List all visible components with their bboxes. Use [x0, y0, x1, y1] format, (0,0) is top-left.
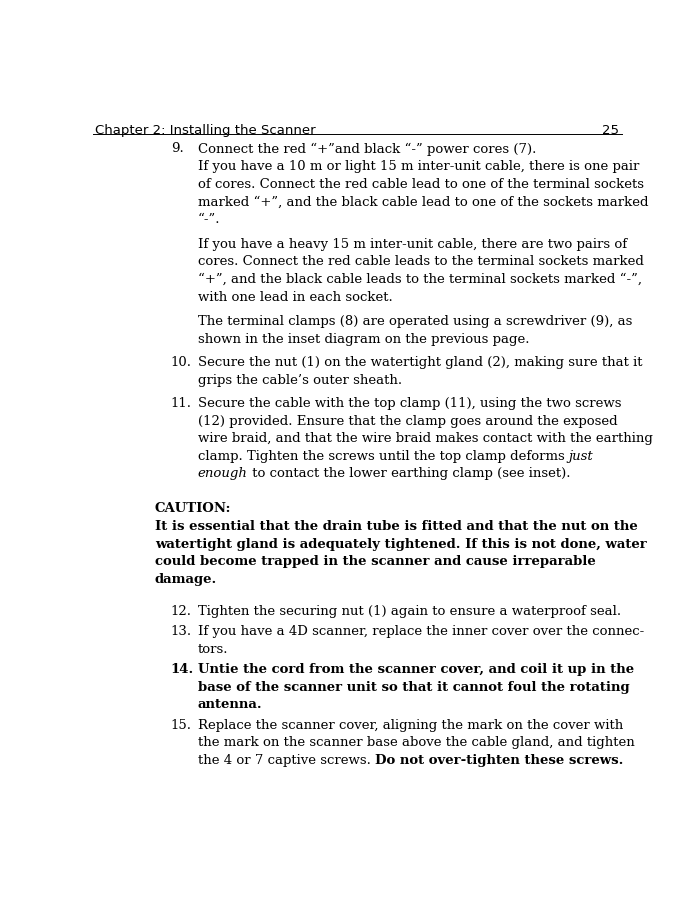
Text: clamp. Tighten the screws until the top clamp deforms: clamp. Tighten the screws until the top …: [198, 450, 569, 463]
Text: If you have a 4D scanner, replace the inner cover over the connec-: If you have a 4D scanner, replace the in…: [198, 625, 644, 638]
Text: with one lead in each socket.: with one lead in each socket.: [198, 290, 392, 304]
Text: 12.: 12.: [171, 604, 192, 618]
Text: “+”, and the black cable leads to the terminal sockets marked “-”,: “+”, and the black cable leads to the te…: [198, 273, 642, 286]
Text: to contact the lower earthing clamp (see inset).: to contact the lower earthing clamp (see…: [247, 467, 570, 480]
Text: wire braid, and that the wire braid makes contact with the earthing: wire braid, and that the wire braid make…: [198, 432, 652, 445]
Text: 11.: 11.: [171, 396, 192, 410]
Text: the 4 or 7 captive screws.: the 4 or 7 captive screws.: [198, 754, 375, 767]
Text: If you have a heavy 15 m inter-unit cable, there are two pairs of: If you have a heavy 15 m inter-unit cabl…: [198, 237, 627, 251]
Text: “-”.: “-”.: [198, 213, 220, 227]
Text: antenna.: antenna.: [198, 699, 263, 711]
Text: just: just: [569, 450, 594, 463]
Text: Connect the red “+”and black “-” power cores (7).: Connect the red “+”and black “-” power c…: [198, 142, 536, 156]
Text: grips the cable’s outer sheath.: grips the cable’s outer sheath.: [198, 374, 402, 387]
Text: 13.: 13.: [171, 625, 192, 638]
Text: Untie the cord from the scanner cover, and coil it up in the: Untie the cord from the scanner cover, a…: [198, 663, 634, 676]
Text: If you have a 10 m or light 15 m inter-unit cable, there is one pair: If you have a 10 m or light 15 m inter-u…: [198, 160, 639, 174]
Text: Do not over-tighten these screws.: Do not over-tighten these screws.: [375, 754, 623, 767]
Text: marked “+”, and the black cable lead to one of the sockets marked: marked “+”, and the black cable lead to …: [198, 195, 648, 209]
Text: 9.: 9.: [171, 142, 183, 156]
Text: 14.: 14.: [171, 663, 194, 676]
Text: enough: enough: [198, 467, 247, 480]
Text: CAUTION:: CAUTION:: [155, 503, 231, 515]
Text: Secure the cable with the top clamp (11), using the two screws: Secure the cable with the top clamp (11)…: [198, 396, 621, 410]
Text: shown in the inset diagram on the previous page.: shown in the inset diagram on the previo…: [198, 333, 529, 346]
Text: base of the scanner unit so that it cannot foul the rotating: base of the scanner unit so that it cann…: [198, 681, 629, 694]
Text: could become trapped in the scanner and cause irreparable: could become trapped in the scanner and …: [155, 556, 595, 568]
Text: tors.: tors.: [198, 643, 229, 655]
Text: Tighten the securing nut (1) again to ensure a waterproof seal.: Tighten the securing nut (1) again to en…: [198, 604, 621, 618]
Text: It is essential that the drain tube is fitted and that the nut on the: It is essential that the drain tube is f…: [155, 521, 637, 533]
Text: Chapter 2: Installing the Scanner: Chapter 2: Installing the Scanner: [95, 124, 316, 138]
Text: of cores. Connect the red cable lead to one of the terminal sockets: of cores. Connect the red cable lead to …: [198, 178, 644, 191]
Text: 25: 25: [602, 124, 619, 138]
Text: Secure the nut (1) on the watertight gland (2), making sure that it: Secure the nut (1) on the watertight gla…: [198, 356, 643, 369]
Text: 15.: 15.: [171, 719, 192, 732]
Text: the mark on the scanner base above the cable gland, and tighten: the mark on the scanner base above the c…: [198, 736, 634, 750]
Text: (12) provided. Ensure that the clamp goes around the exposed: (12) provided. Ensure that the clamp goe…: [198, 414, 618, 428]
Text: Replace the scanner cover, aligning the mark on the cover with: Replace the scanner cover, aligning the …: [198, 719, 623, 732]
Text: 10.: 10.: [171, 356, 192, 369]
Text: The terminal clamps (8) are operated using a screwdriver (9), as: The terminal clamps (8) are operated usi…: [198, 316, 632, 328]
Text: watertight gland is adequately tightened. If this is not done, water: watertight gland is adequately tightened…: [155, 538, 646, 551]
Text: damage.: damage.: [155, 573, 217, 586]
Text: cores. Connect the red cable leads to the terminal sockets marked: cores. Connect the red cable leads to th…: [198, 255, 644, 268]
